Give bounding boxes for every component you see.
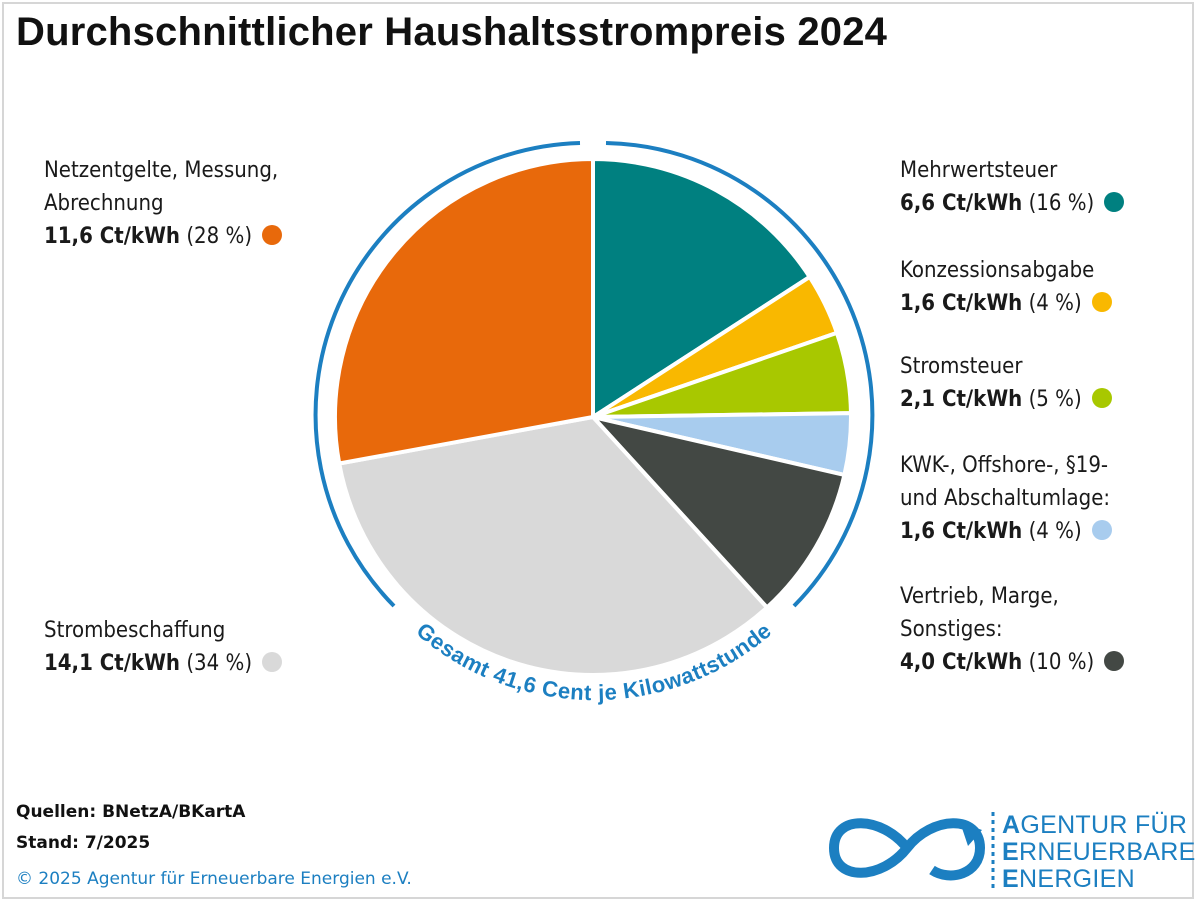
- legend-label: Vertrieb, Marge,: [900, 584, 1059, 609]
- legend-percent: (10 %): [1028, 650, 1095, 675]
- logo-text-line: GENTUR FÜR: [1020, 811, 1188, 839]
- logo-text-line: RNEUERBARE: [1018, 838, 1196, 866]
- legend-value: 4,0 Ct/kWh: [900, 650, 1023, 675]
- legend-value: 14,1 Ct/kWh: [44, 651, 181, 676]
- legend-label: Stromsteuer: [900, 354, 1023, 379]
- pie-slice-5: [591, 415, 847, 610]
- legend-percent: (4 %): [1028, 519, 1082, 544]
- logo-initial: E: [1002, 838, 1019, 866]
- legend-label: Strombeschaffung: [44, 618, 226, 643]
- copyright-text: © 2025 Agentur für Erneuerbare Energien …: [16, 869, 412, 889]
- legend-value: 11,6 Ct/kWh: [44, 224, 181, 249]
- pie-slice-6: [337, 415, 769, 677]
- logo-wordmark: AGENTUR FÜR ERNEUERBARE ENERGIEN: [1002, 812, 1196, 893]
- legend-kwk-umlage: KWK-, Offshore-, §19- und Abschaltumlage…: [900, 449, 1112, 548]
- legend-konzessionsabgabe: Konzessionsabgabe 1,6 Ct/kWh (4 %): [900, 254, 1112, 320]
- pie-slices: [333, 157, 853, 677]
- teal-dot-icon: [1104, 192, 1125, 212]
- legend-mehrwertsteuer: Mehrwertsteuer 6,6 Ct/kWh (16 %): [900, 154, 1125, 220]
- legend-label: Netzentgelte, Messung,: [44, 158, 279, 183]
- darkgrey-dot-icon: [1104, 651, 1125, 671]
- legend-percent: (5 %): [1028, 387, 1082, 412]
- legend-label: KWK-, Offshore-, §19-: [900, 453, 1109, 478]
- yellow-dot-icon: [1091, 292, 1112, 312]
- legend-label: Sonstiges:: [900, 617, 1003, 642]
- legend-value: 1,6 Ct/kWh: [900, 291, 1023, 316]
- pie-slice-1: [591, 157, 812, 419]
- legend-percent: (28 %): [186, 224, 253, 249]
- legend-value: 1,6 Ct/kWh: [900, 519, 1023, 544]
- sources-text: Quellen: BNetzA/BKartA: [16, 802, 246, 822]
- outer-ring-right: [605, 141, 875, 608]
- legend-value: 2,1 Ct/kWh: [900, 387, 1023, 412]
- legend-percent: (34 %): [186, 651, 253, 676]
- lightblue-dot-icon: [1091, 520, 1112, 540]
- logo-text-line: NERGIEN: [1018, 865, 1135, 893]
- logo-initial: E: [1002, 865, 1019, 893]
- stand-text: Stand: 7/2025: [16, 833, 151, 853]
- legend-label: Mehrwertsteuer: [900, 158, 1058, 183]
- green-dot-icon: [1091, 388, 1112, 408]
- chart-title: Durchschnittlicher Haushaltsstrompreis 2…: [16, 10, 888, 54]
- legend-percent: (4 %): [1028, 291, 1082, 316]
- legend-label: Konzessionsabgabe: [900, 258, 1095, 283]
- legend-strombeschaffung: Strombeschaffung 14,1 Ct/kWh (34 %): [44, 614, 283, 680]
- orange-dot-icon: [262, 225, 283, 245]
- infinity-logo-icon: [828, 818, 986, 881]
- legend-percent: (16 %): [1028, 191, 1095, 216]
- logo-divider: [991, 812, 995, 892]
- pie-slice-7: [333, 157, 595, 466]
- outer-ring-left: [313, 141, 581, 608]
- legend-netzentgelte: Netzentgelte, Messung, Abrechnung 11,6 C…: [44, 154, 283, 253]
- logo-initial: A: [1002, 811, 1021, 839]
- legend-label: Abrechnung: [44, 191, 164, 216]
- legend-vertrieb: Vertrieb, Marge, Sonstiges: 4,0 Ct/kWh (…: [900, 580, 1125, 679]
- legend-label: und Abschaltumlage:: [900, 486, 1111, 511]
- legend-stromsteuer: Stromsteuer 2,1 Ct/kWh (5 %): [900, 350, 1112, 416]
- legend-value: 6,6 Ct/kWh: [900, 191, 1023, 216]
- grey-dot-icon: [262, 652, 283, 672]
